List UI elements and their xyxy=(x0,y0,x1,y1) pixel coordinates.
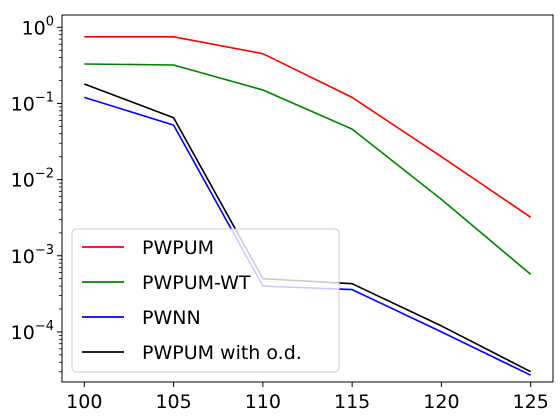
x-tick-label: 100 xyxy=(66,391,102,413)
x-axis: 100 105 110 115 120 125 xyxy=(66,382,549,413)
legend: PWPUM PWPUM-WT PWNN PWPUM with o.d. xyxy=(71,228,340,373)
legend-box xyxy=(71,228,340,373)
y-tick-label-exponent: −3 xyxy=(35,243,54,258)
y-tick-label: 10−4 xyxy=(11,319,54,344)
x-tick-label: 105 xyxy=(155,391,191,413)
y-tick-label: 10−3 xyxy=(11,243,54,268)
y-tick-label-base: 10 xyxy=(11,93,35,115)
y-tick-label-exponent: −1 xyxy=(35,90,54,105)
y-tick-label: 100 xyxy=(22,14,54,39)
y-tick-label: 10−1 xyxy=(11,90,54,115)
y-tick-label-base: 10 xyxy=(11,246,35,268)
y-tick-label-base: 10 xyxy=(11,322,35,344)
x-tick-label: 120 xyxy=(423,391,459,413)
series-line-pwpum xyxy=(84,35,532,218)
y-tick-label-base: 10 xyxy=(22,17,46,39)
y-tick-label-exponent: −4 xyxy=(35,319,54,334)
series-line-pwpum-wt xyxy=(84,63,532,276)
y-tick-label-base: 10 xyxy=(11,170,35,192)
legend-label: PWPUM with o.d. xyxy=(142,342,302,364)
legend-label: PWNN xyxy=(142,307,201,329)
x-tick-label: 115 xyxy=(334,391,370,413)
y-tick-label: 10−2 xyxy=(11,167,54,192)
y-tick-label-exponent: −2 xyxy=(35,167,54,182)
x-tick-label: 110 xyxy=(245,391,281,413)
legend-label: PWPUM-WT xyxy=(142,272,251,294)
y-tick-label-exponent: 0 xyxy=(46,14,54,29)
x-tick-label: 125 xyxy=(513,391,549,413)
legend-label: PWPUM xyxy=(142,237,214,259)
